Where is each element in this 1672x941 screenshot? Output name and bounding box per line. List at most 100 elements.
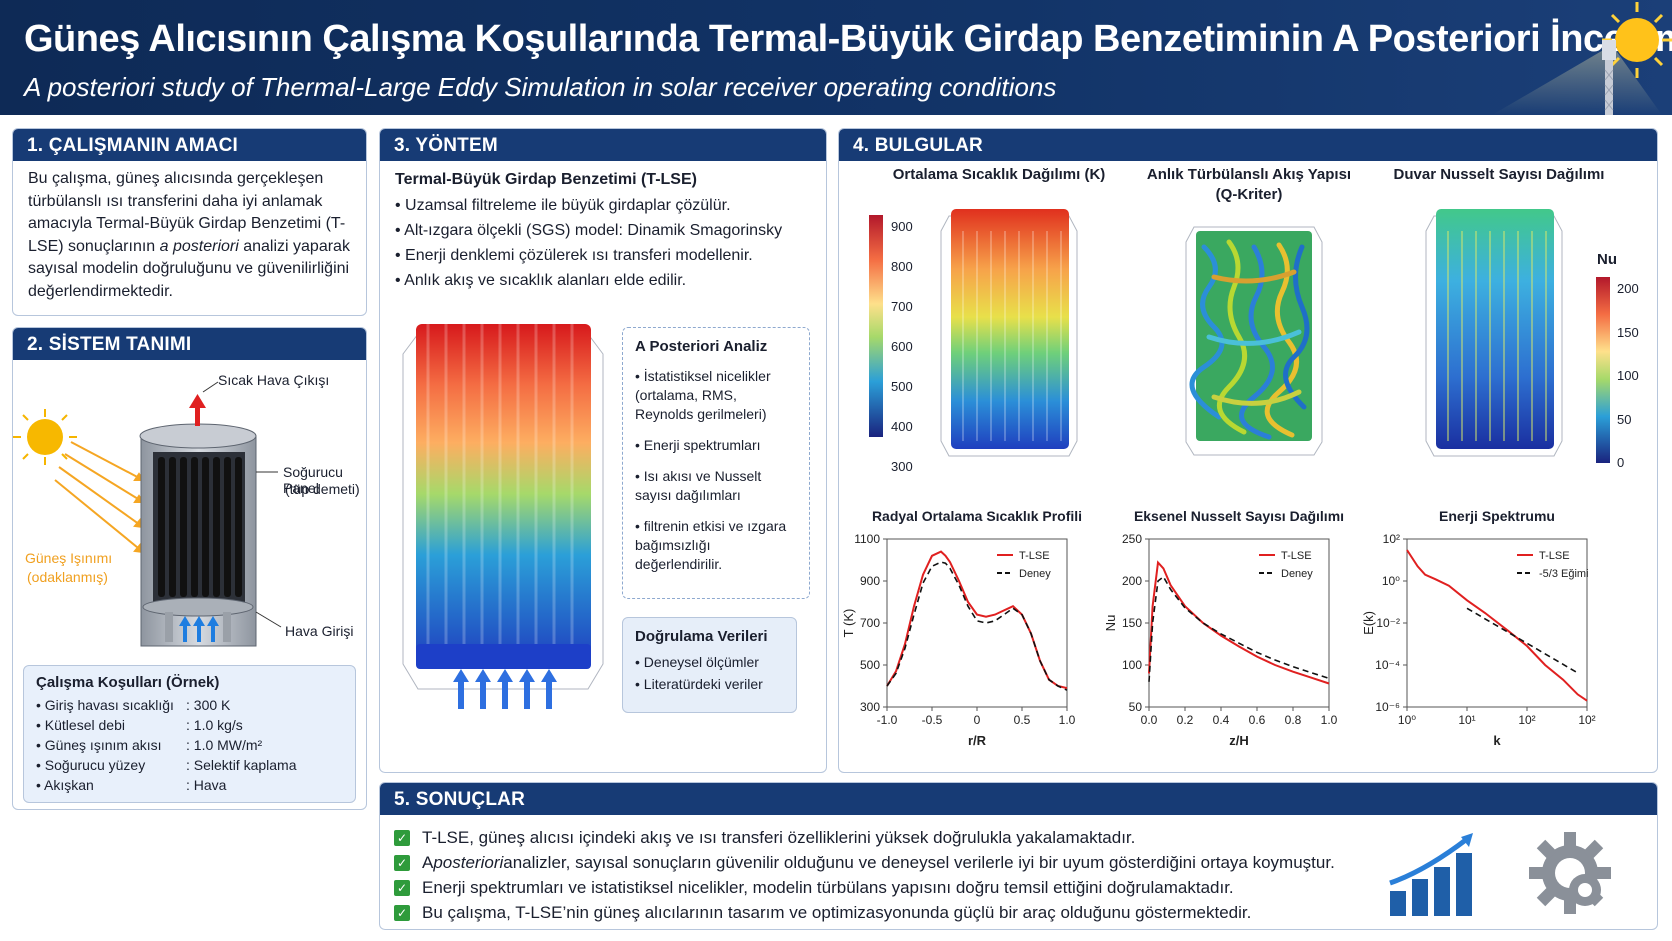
y-tick-label: 10² <box>1383 532 1400 546</box>
temperature-render <box>940 209 1078 457</box>
solar-label: Güneş Işınımı <box>25 550 113 566</box>
condition-row: Soğurucu yüzey: Selektif kaplama <box>36 755 343 775</box>
x-axis-label: r/R <box>968 733 987 748</box>
series-line-0 <box>886 550 1068 690</box>
x-tick-label: 0.4 <box>1213 713 1230 727</box>
legend-label: T-LSE <box>1281 550 1312 562</box>
conclusion-item: ✓ A posteriori analizler, sayısal sonuçla… <box>394 850 1335 875</box>
findings-heading: 4. BULGULAR <box>839 129 1657 161</box>
x-tick-label: 0.2 <box>1177 713 1194 727</box>
y-axis-label: T (K) <box>841 609 856 638</box>
chart-title: Radyal Ortalama Sıcaklık Profili <box>872 508 1082 524</box>
fig-temp-title: Ortalama Sıcaklık Dağılımı (K) <box>892 166 1106 183</box>
temperature-colorbar <box>869 215 883 437</box>
system-panel: 2. SİSTEM TANIMI <box>12 327 367 810</box>
condition-row: Güneş ışınım akısı: 1.0 MW/m² <box>36 735 343 755</box>
analysis-item: • İstatistiksel nicelikler (ortalama, RM… <box>635 368 771 422</box>
x-tick-label: 0.8 <box>1285 713 1302 727</box>
aim-text-part: Bu çalışma, güneş alıcısında gerçekleşen… <box>28 170 346 255</box>
series-line-0 <box>1406 549 1588 702</box>
conclusions-list: ✓ T-LSE, güneş alıcısı içindeki akış ve ı… <box>394 825 1335 925</box>
solar-rays <box>54 441 145 554</box>
y-tick-label: 200 <box>1122 574 1142 588</box>
aim-heading: 1. ÇALIŞMANIN AMACI <box>13 129 366 161</box>
axial-nusselt-chart: Eksenel Nusselt Sayısı Dağılımı 0.0 0.2 0.4… <box>1103 508 1344 748</box>
y-tick-label: 10⁻⁴ <box>1375 658 1400 672</box>
conclusion-item: ✓ Enerji spektrumları ve istatistiksel ni… <box>394 875 1335 900</box>
method-item: Uzamsal filtreleme ile büyük girdaplar ç… <box>395 193 811 218</box>
y-tick-label: 100 <box>1122 658 1142 672</box>
x-tick-label: -1.0 <box>877 713 898 727</box>
x-axis-label: z/H <box>1229 733 1249 748</box>
chart-title: Enerji Spektrumu <box>1439 508 1555 524</box>
x-tick-label: 0.0 <box>1141 713 1158 727</box>
legend-label: T-LSE <box>1539 550 1570 562</box>
receiver-body <box>139 423 257 647</box>
solar-sub-label: (odaklanmış) <box>27 569 108 585</box>
qcriterion-render <box>1185 226 1323 456</box>
legend-label: T-LSE <box>1019 550 1050 562</box>
verification-item: • Literatürdeki veriler <box>635 676 763 692</box>
fig-nusselt-title: Duvar Nusselt Sayısı Dağılımı <box>1393 166 1605 183</box>
y-tick-label: 1100 <box>854 532 880 546</box>
aim-text-emphasis: a posteriori <box>159 237 239 255</box>
condition-row: Kütlesel debi: 1.0 kg/s <box>36 715 343 735</box>
legend-label: Deney <box>1019 568 1051 580</box>
method-panel: 3. YÖNTEM Termal-Büyük Girdap Benzetimi … <box>379 128 827 773</box>
panel-sub-label: (tüp demeti) <box>285 481 360 497</box>
x-tick-label: 0 <box>974 713 981 727</box>
gear-icon <box>1529 832 1611 914</box>
analysis-item: • Isı akısı ve Nusselt sayısı dağılımlar… <box>635 468 762 503</box>
findings-panel: 4. BULGULAR Ortalama Sıcaklık Dağılımı (… <box>838 128 1658 773</box>
x-tick-label: 0.6 <box>1249 713 1266 727</box>
receiver-diagram <box>13 381 282 647</box>
y-axis-label: E(k) <box>1361 611 1376 635</box>
x-tick-label: 1.0 <box>1321 713 1338 727</box>
y-axis-label: Nu <box>1103 615 1118 632</box>
y-tick-label: 150 <box>1122 616 1142 630</box>
analysis-title: A Posteriori Analiz <box>635 338 768 355</box>
nusselt-render <box>1425 209 1563 457</box>
condition-row: Akışkan: Hava <box>36 775 343 795</box>
y-tick-label: 10⁰ <box>1382 574 1400 588</box>
aim-text-part: analizi yaparak sayısal modelin doğruluğ… <box>28 237 350 300</box>
series-line-1 <box>1148 575 1330 682</box>
growth-chart-icon <box>1389 833 1473 916</box>
method-heading: 3. YÖNTEM <box>380 129 826 161</box>
inlet-label: Hava Girişi <box>285 623 354 639</box>
page-subtitle: A posteriori study of Thermal-Large Eddy… <box>24 72 1057 102</box>
check-icon: ✓ <box>394 854 410 871</box>
plot-frame <box>1148 538 1330 708</box>
y-tick-label: 500 <box>860 658 880 672</box>
temp-colorbar-ticks: 900 800 700 600 500 400 300 <box>891 219 913 474</box>
series-line-1 <box>886 561 1068 691</box>
analysis-box: A Posteriori Analiz • İstatistiksel nice… <box>622 327 810 599</box>
simulation-render <box>402 324 604 709</box>
nu-colorbar <box>1596 277 1610 463</box>
x-axis-label: k <box>1493 733 1501 748</box>
analysis-item: • filtrenin etkisi ve ızgara bağımsızlığ… <box>635 518 787 572</box>
method-item: Anlık akış ve sıcaklık alanları elde edi… <box>395 268 811 293</box>
series-line-1 <box>1466 607 1579 674</box>
legend-label: -5/3 Eğimi <box>1539 568 1589 580</box>
y-tick-label: 50 <box>1129 700 1143 714</box>
nu-colorbar-label: Nu <box>1597 251 1617 268</box>
system-heading: 2. SİSTEM TANIMI <box>13 328 366 360</box>
x-tick-label: 10² <box>1518 713 1535 727</box>
y-tick-label: 700 <box>860 616 880 630</box>
analysis-item: • Enerji spektrumları <box>635 437 761 453</box>
radial-temperature-chart: Radyal Ortalama Sıcaklık Profili -1.0 -0.5… <box>841 508 1082 748</box>
energy-spectrum-chart: Enerji Spektrumu 10⁰ 10¹ 10² 10² 10² 10⁰ 10⁻² 10… <box>1361 508 1596 748</box>
aim-panel: 1. ÇALIŞMANIN AMACI Bu çalışma, güneş al… <box>12 128 367 316</box>
check-icon: ✓ <box>394 904 410 921</box>
panel-label: Soğurucu Panel <box>283 464 343 496</box>
verification-item: • Deneysel ölçümler <box>635 654 759 670</box>
check-icon: ✓ <box>394 879 410 896</box>
y-tick-label: 900 <box>860 574 880 588</box>
solar-tower-sun-icon <box>1492 2 1672 115</box>
method-list: Uzamsal filtreleme ile büyük girdaplar ç… <box>395 193 811 293</box>
method-item: Alt-ızgara ölçekli (SGS) model: Dinamik … <box>395 218 811 243</box>
x-tick-label: 10⁰ <box>1398 713 1416 727</box>
aim-text: Bu çalışma, güneş alıcısında gerçekleşen… <box>13 161 366 310</box>
conclusion-item: ✓ T-LSE, güneş alıcısı içindeki akış ve ı… <box>394 825 1335 850</box>
